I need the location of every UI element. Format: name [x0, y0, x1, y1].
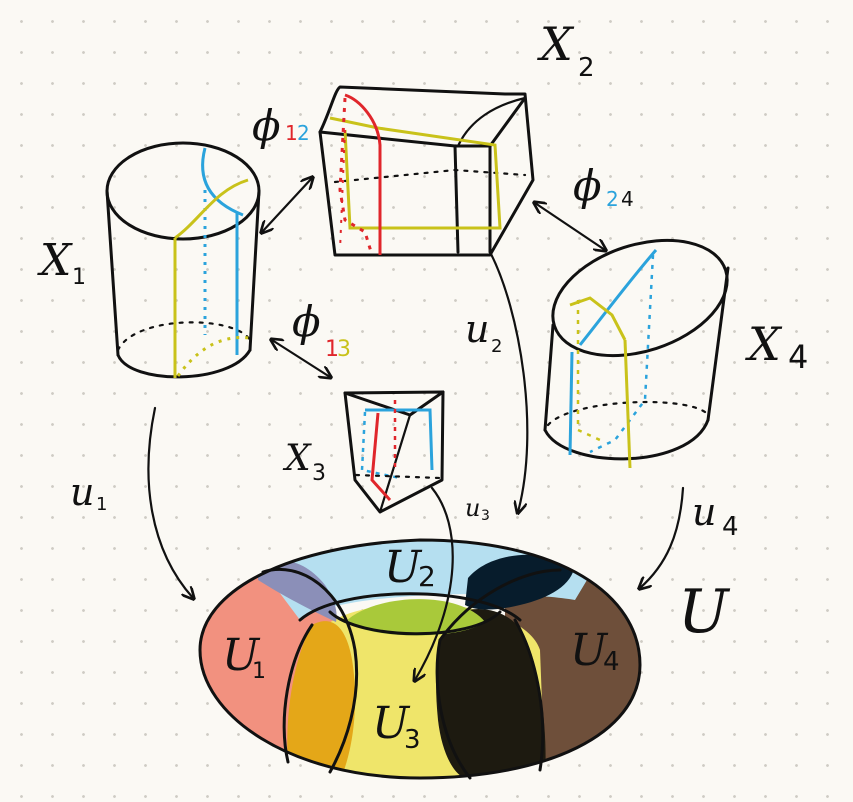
prism-x3	[343, 390, 445, 514]
label-u3-map-sub: 3	[481, 508, 490, 524]
arrows	[147, 178, 685, 680]
label-x4-sub: 4	[788, 338, 808, 376]
labels: X 1 X 2 X 3 X 4 ϕ 1 2 ϕ 1 3 ϕ 2 4 u 1 u …	[37, 17, 808, 755]
label-u2-map: u	[465, 307, 489, 351]
label-x3: X	[282, 438, 312, 479]
label-x1: X	[37, 235, 73, 286]
overlap-u1-u3	[287, 621, 355, 778]
label-phi12: ϕ	[252, 101, 281, 150]
label-phi24-a: 2	[606, 187, 619, 211]
label-x4: X	[745, 317, 783, 371]
label-phi24-b: 4	[621, 187, 634, 211]
arrow-u2	[488, 250, 529, 512]
overlap-u2-u4	[465, 554, 575, 610]
label-phi13-a: 1	[325, 337, 339, 362]
label-U4-sub: 4	[603, 647, 620, 677]
arrow-phi12	[262, 178, 312, 232]
arrow-u3	[415, 486, 454, 680]
label-U1-sub: 1	[252, 659, 266, 684]
label-x1-sub: 1	[72, 265, 86, 290]
overlap-u1-u2	[258, 560, 337, 622]
cylinder-x4	[543, 238, 730, 469]
label-phi13-b: 3	[337, 337, 351, 362]
box-x2	[318, 85, 535, 257]
label-phi12-a: 1	[285, 121, 298, 145]
label-U2-sub: 2	[418, 560, 436, 593]
label-u1-map-sub: 1	[96, 494, 107, 515]
label-phi12-b: 2	[297, 121, 310, 145]
arrow-phi24	[535, 203, 605, 250]
overlap-u3-u4	[436, 609, 546, 778]
label-U3-sub: 3	[404, 725, 421, 755]
label-U2: U	[384, 542, 423, 593]
arrow-phi13	[272, 340, 330, 377]
label-U: U	[678, 577, 731, 647]
label-x2: X	[537, 17, 575, 71]
arrow-u1	[147, 406, 193, 598]
label-u4-map-sub: 4	[722, 512, 739, 542]
arrow-u4	[640, 486, 685, 588]
label-phi13: ϕ	[292, 297, 321, 346]
label-x2-sub: 2	[578, 53, 595, 83]
label-u3-map: u	[465, 494, 480, 522]
label-U4: U	[570, 625, 609, 676]
cylinder-x1	[105, 141, 261, 379]
label-u4-map: u	[692, 490, 716, 534]
label-u2-map-sub: 2	[491, 336, 502, 357]
label-x3-sub: 3	[312, 461, 326, 486]
label-U3: U	[372, 698, 411, 749]
label-u1-map: u	[70, 470, 94, 514]
label-phi24: ϕ	[573, 161, 602, 210]
label-U1: U	[222, 630, 261, 681]
torus-u	[198, 538, 642, 780]
